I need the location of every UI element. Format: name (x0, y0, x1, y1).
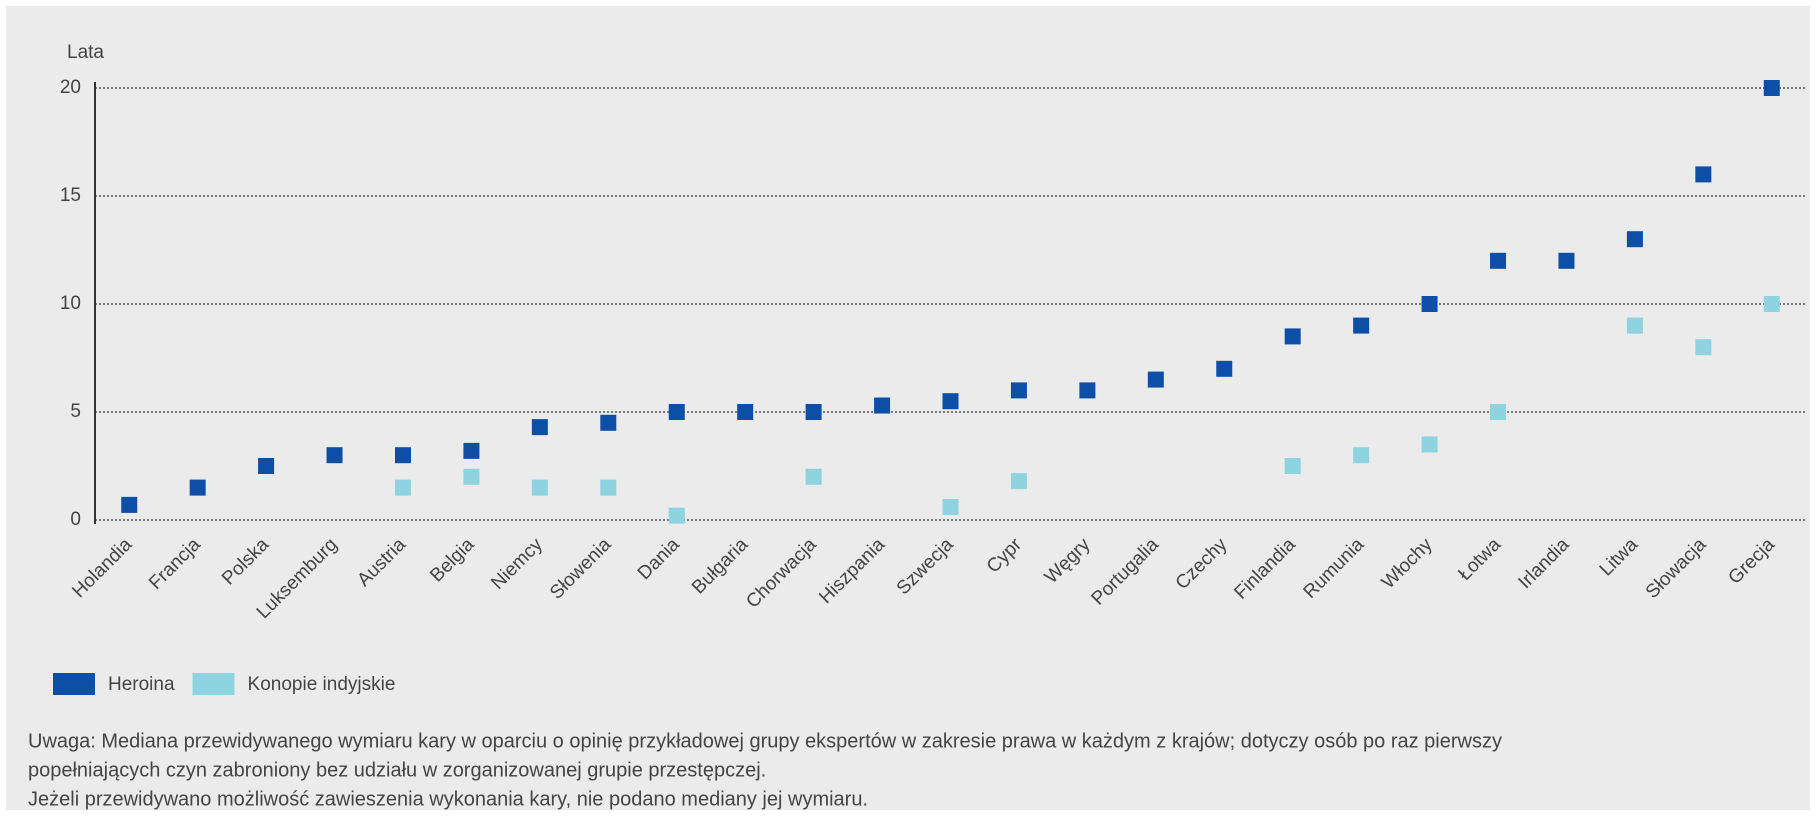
point (463, 442, 480, 459)
point (1353, 317, 1370, 334)
point (531, 419, 548, 436)
background (6, 6, 1810, 810)
point (874, 397, 891, 414)
point (942, 499, 959, 516)
point (805, 404, 822, 420)
point (1695, 339, 1712, 356)
note: popełniających czyn zabroniony bez udzia… (28, 759, 766, 781)
point (600, 479, 617, 496)
y-tick-label: 0 (70, 509, 81, 530)
point (1763, 296, 1780, 312)
point (1763, 80, 1780, 96)
point (1490, 252, 1507, 269)
point (1421, 436, 1438, 453)
point (121, 496, 138, 513)
point (1353, 447, 1370, 464)
point (463, 468, 480, 485)
note: Jeżeli przewidywano możliwość zawieszeni… (28, 788, 868, 810)
point (189, 479, 206, 496)
point (737, 404, 754, 420)
point (1147, 371, 1164, 388)
point (600, 414, 617, 431)
point (1421, 296, 1438, 312)
y-tick-label: 5 (70, 401, 81, 422)
point (258, 458, 275, 474)
point (942, 393, 959, 410)
y-axis-label: Lata (67, 42, 104, 63)
legend-swatch (192, 673, 235, 695)
legend-label: Heroina (108, 674, 175, 695)
point (1558, 252, 1575, 269)
y-tick-label: 10 (60, 293, 81, 314)
point (394, 447, 411, 464)
note: Uwaga: Mediana przewidywanego wymiaru ka… (28, 730, 1502, 752)
point (668, 507, 685, 524)
point (326, 447, 343, 464)
point (531, 479, 548, 496)
y-tick-label: 20 (60, 77, 81, 98)
point (805, 468, 822, 485)
point (1284, 328, 1301, 345)
point (1626, 231, 1643, 248)
point (1216, 360, 1233, 377)
legend-label: Konopie indyjskie (248, 674, 396, 695)
legend-swatch (53, 673, 95, 695)
y-tick-label: 15 (60, 185, 81, 206)
point (1695, 166, 1712, 183)
point (394, 479, 411, 496)
point (1284, 458, 1301, 474)
point (1010, 473, 1027, 490)
point (1626, 317, 1643, 334)
point (1490, 404, 1507, 420)
point (1079, 382, 1096, 399)
point (668, 404, 685, 420)
point (1010, 382, 1027, 399)
